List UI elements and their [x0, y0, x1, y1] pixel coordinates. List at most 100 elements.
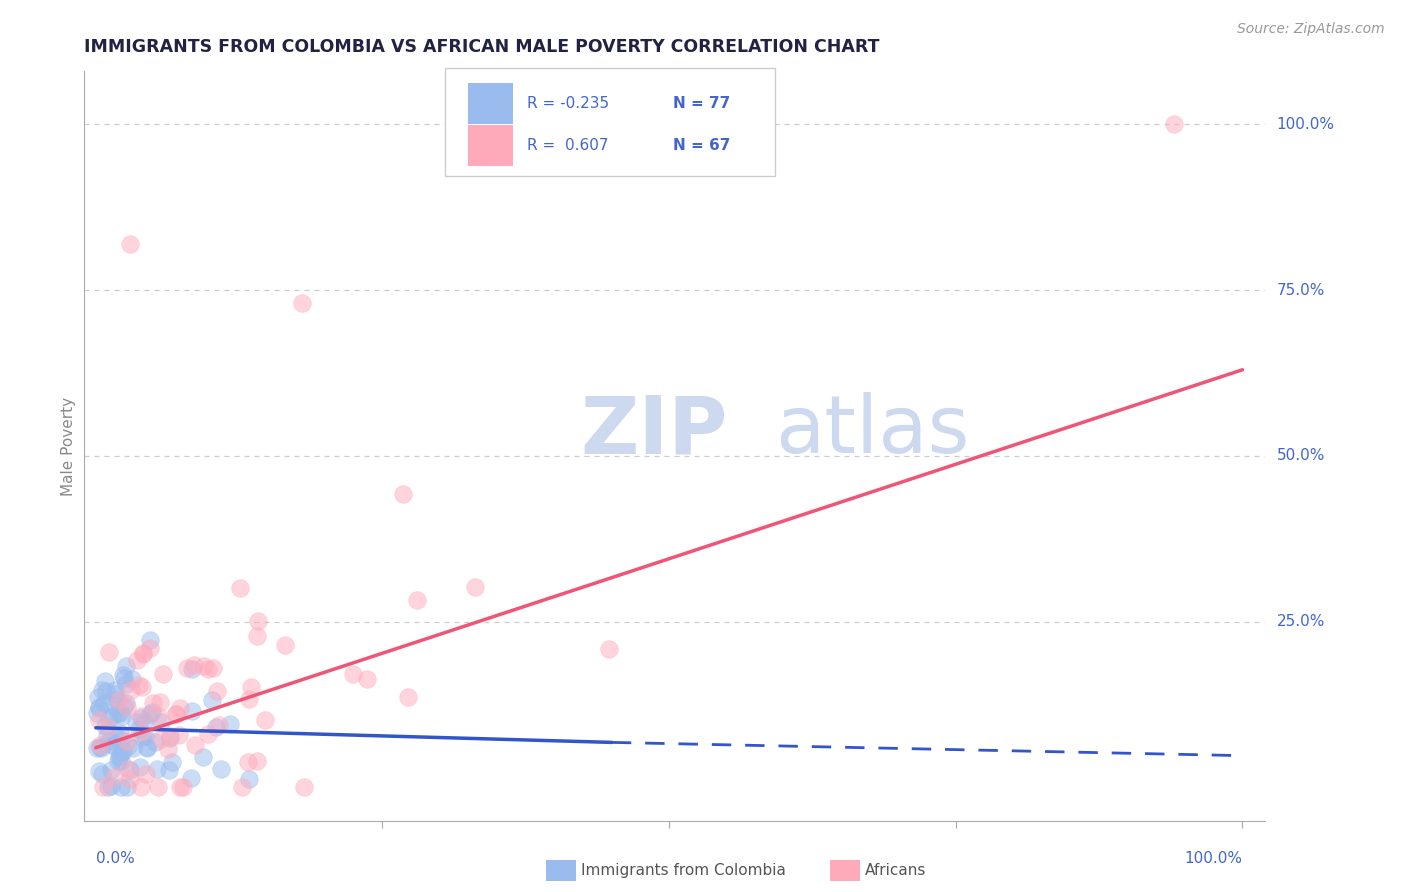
Text: 75.0%: 75.0%	[1277, 283, 1324, 298]
Point	[117, 762, 139, 776]
Point	[111, 709, 134, 723]
Point	[143, 735, 166, 749]
Point	[231, 780, 253, 795]
Point	[129, 709, 152, 723]
Point	[135, 740, 157, 755]
Point	[159, 731, 181, 745]
Point	[94, 673, 117, 688]
Point	[396, 690, 419, 705]
Point	[104, 687, 127, 701]
Point	[598, 642, 620, 657]
Point	[98, 645, 121, 659]
Point	[169, 780, 191, 795]
Point	[129, 759, 152, 773]
Text: ZIP: ZIP	[581, 392, 728, 470]
Y-axis label: Male Poverty: Male Poverty	[60, 396, 76, 496]
Point	[240, 680, 263, 694]
Point	[107, 706, 129, 720]
Point	[105, 731, 128, 745]
Point	[197, 727, 219, 741]
Text: atlas: atlas	[775, 392, 970, 470]
Point	[201, 693, 224, 707]
Point	[117, 734, 139, 748]
Point	[94, 719, 117, 733]
Point	[342, 666, 364, 681]
Point	[1163, 117, 1185, 131]
Point	[128, 722, 150, 736]
Text: 50.0%: 50.0%	[1277, 449, 1324, 464]
Point	[254, 713, 277, 727]
Point	[107, 755, 129, 769]
Point	[464, 580, 486, 594]
Point	[246, 629, 269, 643]
Point	[121, 740, 143, 755]
Point	[121, 672, 143, 686]
Point	[135, 767, 157, 781]
Point	[86, 706, 108, 720]
Point	[117, 739, 139, 753]
Point	[229, 581, 252, 595]
Point	[115, 700, 138, 714]
Point	[156, 741, 179, 756]
Point	[169, 701, 191, 715]
Point	[219, 717, 242, 731]
Point	[150, 731, 173, 746]
Point	[139, 633, 162, 648]
Point	[86, 741, 108, 756]
Point	[120, 236, 142, 251]
Text: 100.0%: 100.0%	[1277, 117, 1334, 132]
Point	[292, 780, 315, 795]
Point	[90, 767, 112, 781]
Point	[236, 756, 259, 770]
Text: IMMIGRANTS FROM COLOMBIA VS AFRICAN MALE POVERTY CORRELATION CHART: IMMIGRANTS FROM COLOMBIA VS AFRICAN MALE…	[84, 38, 880, 56]
Point	[103, 698, 125, 713]
Point	[112, 699, 135, 714]
Point	[112, 671, 135, 685]
Point	[132, 714, 155, 729]
Point	[103, 683, 125, 698]
Point	[167, 728, 190, 742]
Text: N = 77: N = 77	[672, 96, 730, 112]
Point	[159, 729, 181, 743]
Point	[114, 677, 136, 691]
Point	[142, 697, 165, 711]
Point	[110, 747, 132, 762]
Point	[193, 658, 215, 673]
FancyBboxPatch shape	[468, 125, 513, 166]
Point	[131, 724, 153, 739]
Point	[111, 744, 134, 758]
Point	[181, 662, 204, 676]
Point	[247, 615, 270, 629]
Point	[141, 705, 163, 719]
Point	[165, 706, 187, 721]
Point	[103, 739, 125, 753]
Point	[89, 739, 111, 754]
Point	[274, 638, 297, 652]
Point	[103, 709, 125, 723]
Point	[207, 684, 229, 698]
Point	[180, 771, 202, 785]
Text: Immigrants from Colombia: Immigrants from Colombia	[581, 863, 786, 878]
Point	[131, 730, 153, 744]
Point	[120, 772, 142, 786]
Point	[93, 696, 115, 710]
Point	[103, 770, 125, 784]
Point	[100, 779, 122, 793]
Point	[136, 740, 159, 755]
Text: R = -0.235: R = -0.235	[527, 96, 609, 112]
Point	[120, 682, 142, 697]
Point	[108, 706, 131, 720]
Point	[146, 780, 169, 795]
Point	[139, 707, 162, 722]
Point	[96, 684, 118, 698]
Point	[139, 640, 162, 655]
Point	[110, 780, 132, 795]
Point	[172, 780, 194, 795]
Point	[98, 734, 121, 748]
Point	[291, 296, 314, 310]
Point	[356, 672, 378, 686]
FancyBboxPatch shape	[468, 83, 513, 124]
Text: 25.0%: 25.0%	[1277, 615, 1324, 629]
Point	[87, 701, 110, 715]
Text: R =  0.607: R = 0.607	[527, 137, 609, 153]
